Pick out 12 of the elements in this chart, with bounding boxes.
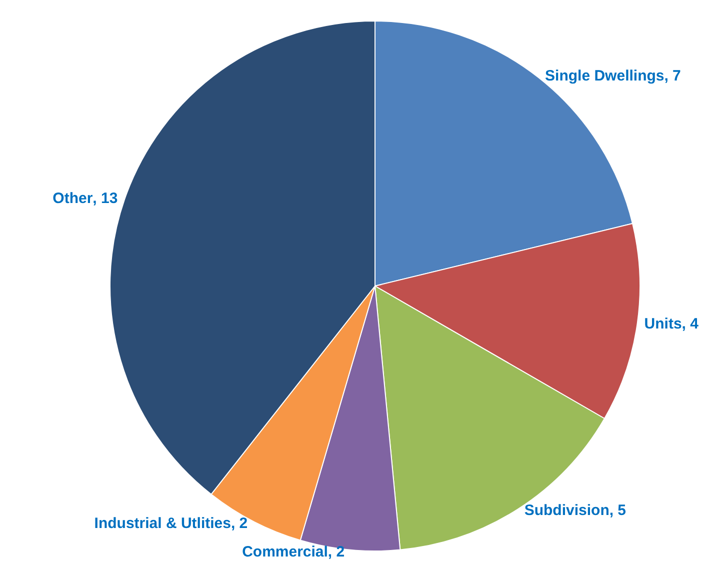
data-label: , 2	[328, 543, 345, 560]
data-label: , 2	[230, 514, 248, 532]
slice-label: Industrial & Utlities	[94, 514, 231, 532]
data-label: , 7	[664, 68, 681, 85]
slice-label: Other	[52, 190, 93, 208]
data-label: , 13	[92, 190, 118, 208]
slice-label: Single Dwellings	[545, 68, 664, 85]
data-label: , 4	[682, 316, 700, 332]
data-label: , 5	[609, 502, 626, 520]
slice-label: Units	[644, 316, 682, 332]
slice-label: Subdivision	[524, 502, 610, 520]
slice-label: Commercial	[242, 543, 328, 560]
